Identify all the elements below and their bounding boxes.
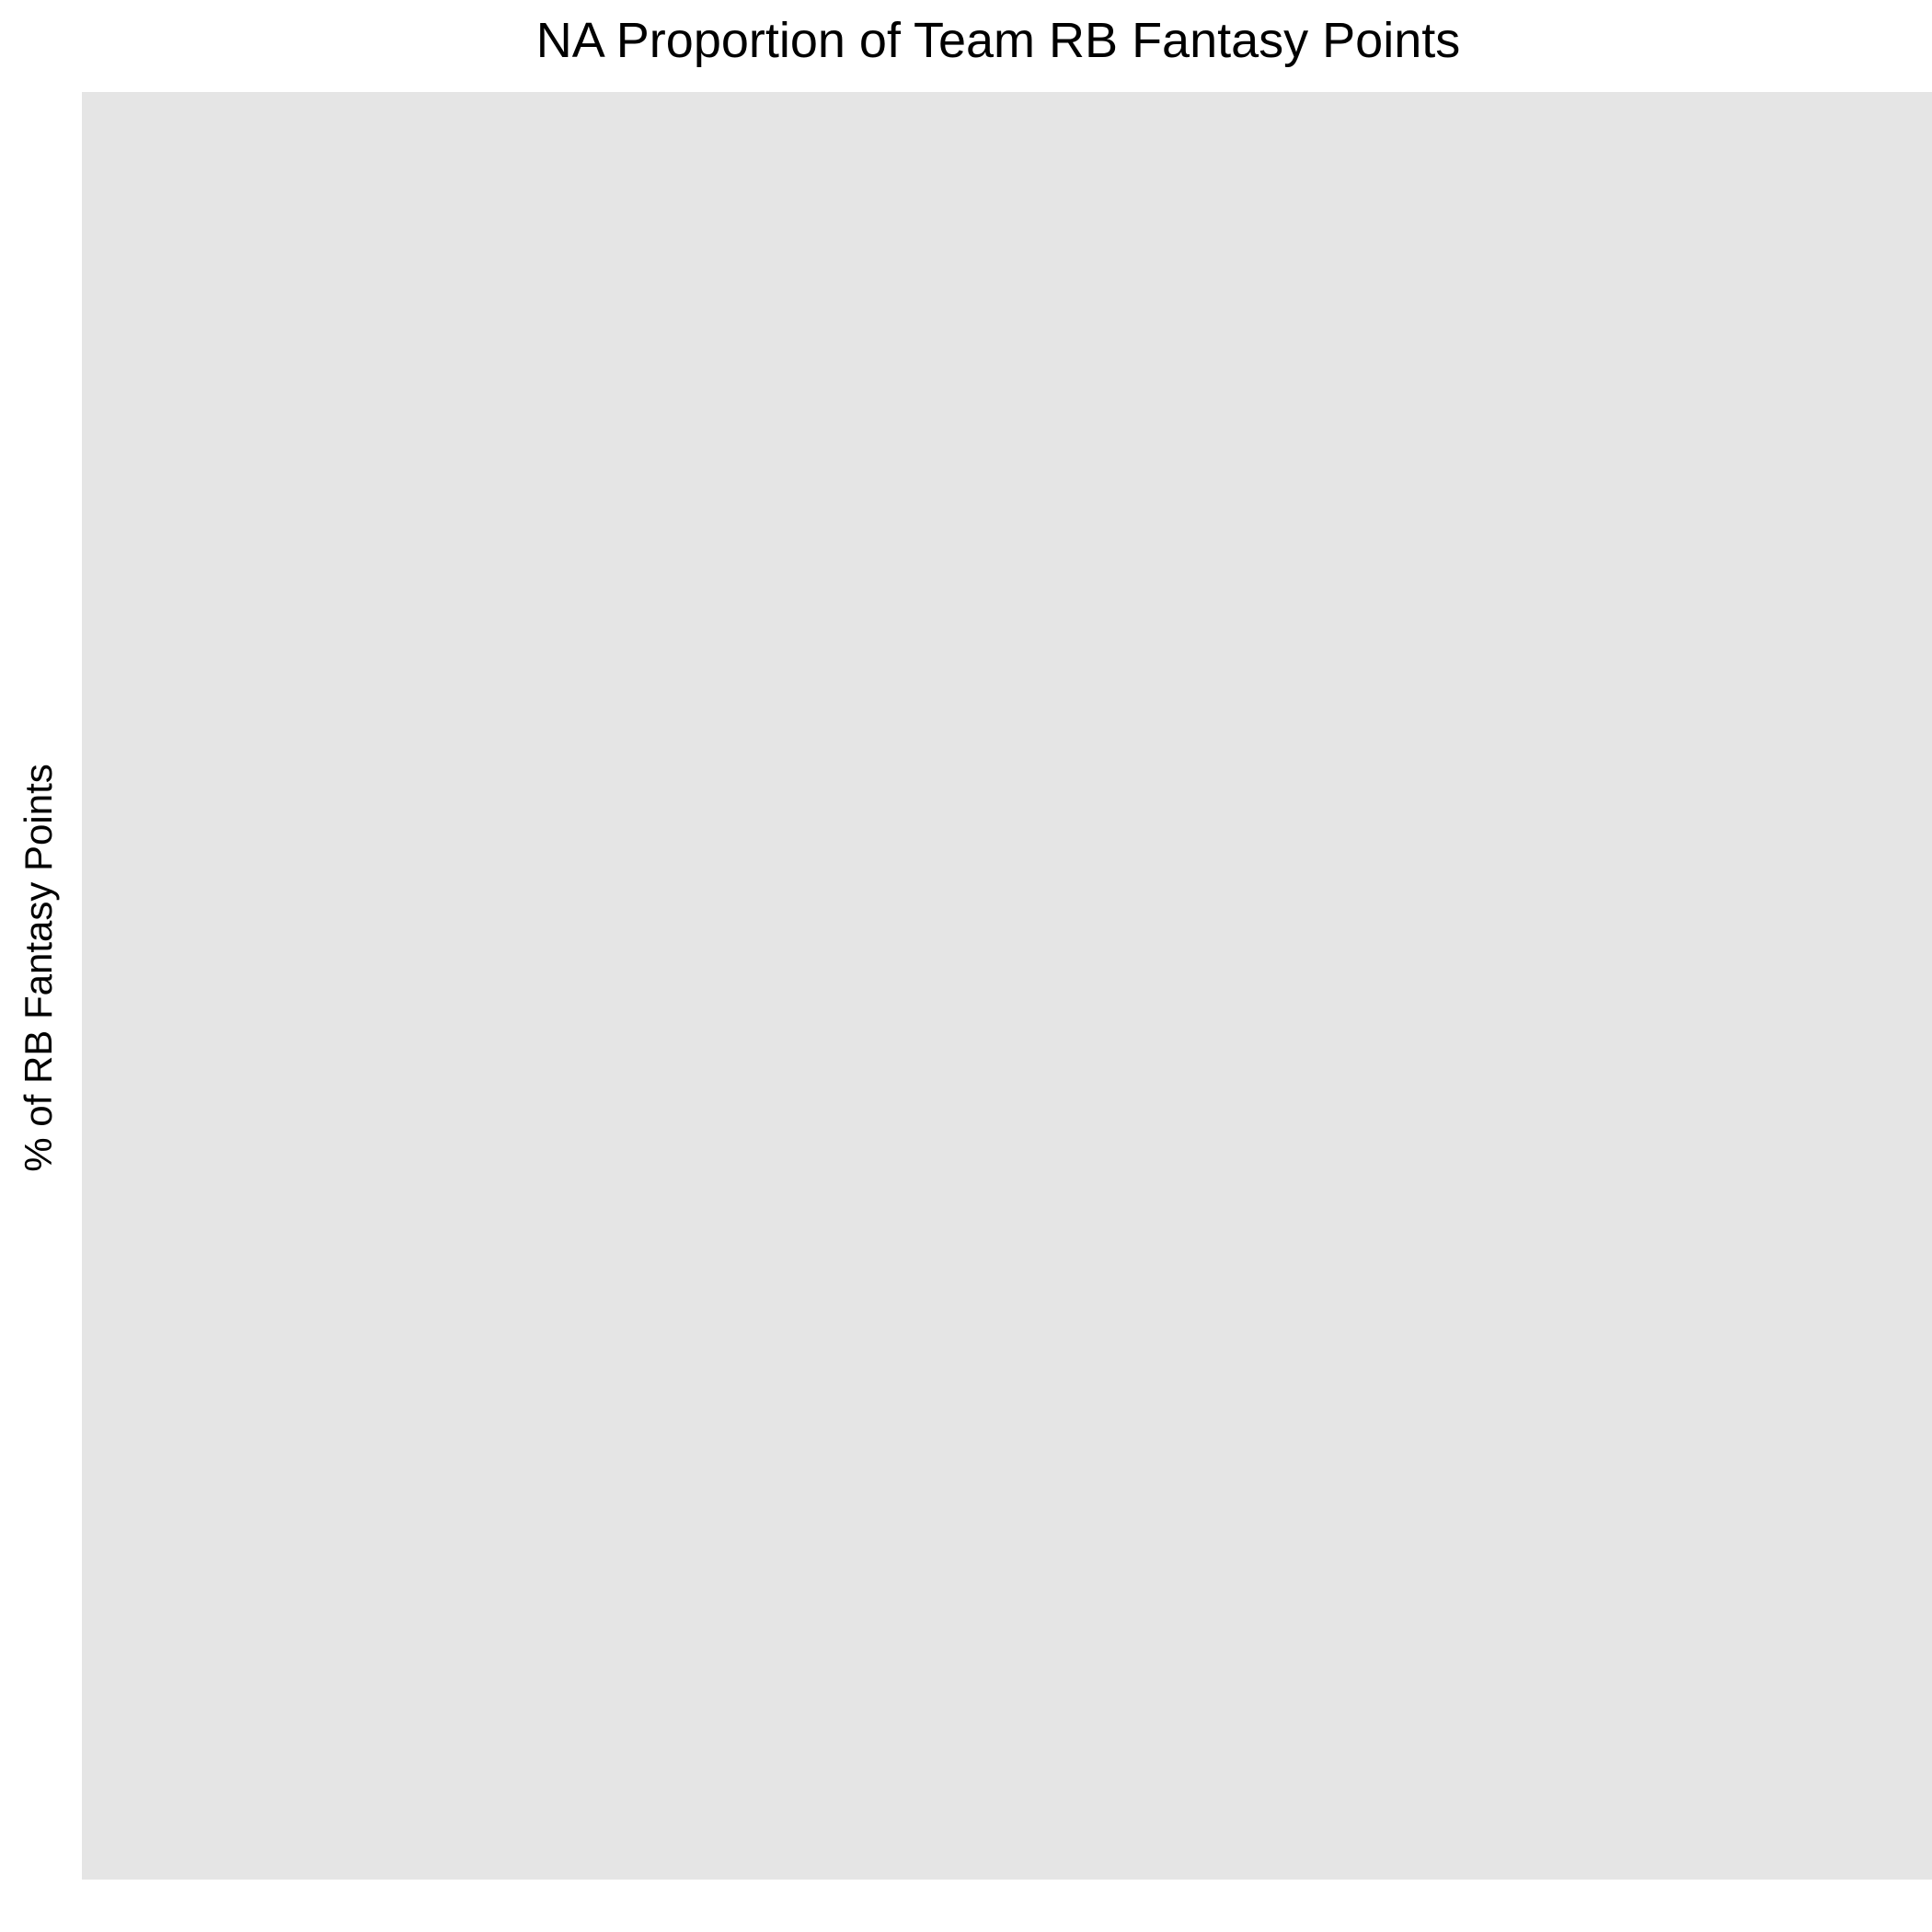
chart-title: NA Proportion of Team RB Fantasy Points — [535, 13, 1461, 68]
y-axis-label: % of RB Fantasy Points — [17, 764, 60, 1172]
panel-background — [82, 92, 1932, 1880]
plot-panel — [82, 92, 1932, 1880]
plot-area — [82, 92, 1932, 1880]
